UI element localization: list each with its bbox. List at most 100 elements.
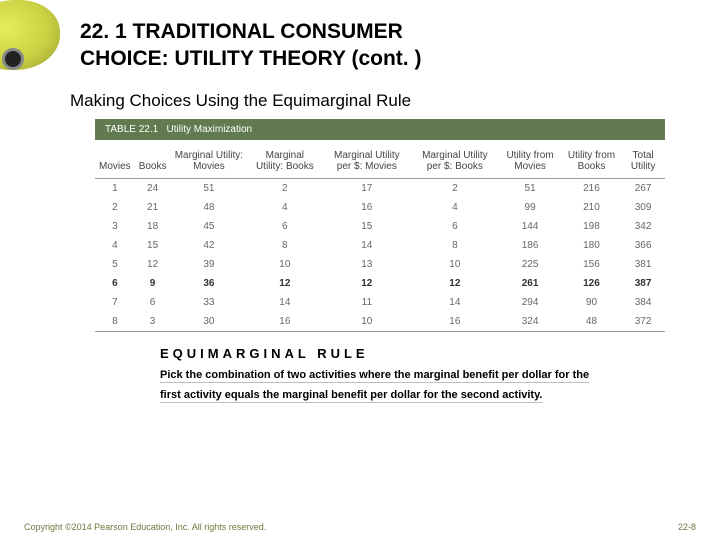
table-cell: 11 [322, 293, 411, 312]
table-cell: 261 [498, 274, 561, 293]
table-cell: 10 [411, 255, 498, 274]
table-cell: 15 [322, 217, 411, 236]
table-cell: 14 [322, 236, 411, 255]
table-cell: 381 [621, 255, 665, 274]
table-cell: 90 [562, 293, 621, 312]
table-cell: 372 [621, 312, 665, 332]
page-number: 22-8 [678, 522, 696, 532]
table-cell: 13 [322, 255, 411, 274]
table-cell: 12 [411, 274, 498, 293]
table-cell: 3 [95, 217, 135, 236]
table-cell: 126 [562, 274, 621, 293]
table-row: 318456156144198342 [95, 217, 665, 236]
table-cell: 48 [562, 312, 621, 332]
table-cell: 198 [562, 217, 621, 236]
table-cell: 48 [170, 198, 247, 217]
table-cell: 294 [498, 293, 561, 312]
table-row: 22148416499210309 [95, 198, 665, 217]
table-cell: 309 [621, 198, 665, 217]
table-cell: 39 [170, 255, 247, 274]
table-cell: 24 [135, 178, 171, 198]
table-cell: 216 [562, 178, 621, 198]
col-mu-movies: Marginal Utility: Movies [170, 140, 247, 179]
table-cell: 4 [411, 198, 498, 217]
table-cell: 51 [498, 178, 561, 198]
table-banner-prefix: TABLE 22.1 [105, 124, 158, 135]
table-cell: 7 [95, 293, 135, 312]
table-cell: 267 [621, 178, 665, 198]
table-cell: 324 [498, 312, 561, 332]
utility-table-container: TABLE 22.1 Utility Maximization Movies B… [0, 119, 720, 332]
table-cell: 6 [247, 217, 322, 236]
table-cell: 14 [247, 293, 322, 312]
table-cell: 14 [411, 293, 498, 312]
table-cell: 16 [322, 198, 411, 217]
rule-text: Pick the combination of two activities w… [160, 365, 610, 407]
table-cell: 144 [498, 217, 561, 236]
utility-table: Movies Books Marginal Utility: Movies Ma… [95, 140, 665, 332]
col-total-util: Total Utility [621, 140, 665, 179]
col-util-movies: Utility from Movies [498, 140, 561, 179]
table-cell: 51 [170, 178, 247, 198]
table-cell: 16 [247, 312, 322, 332]
table-header-row: Movies Books Marginal Utility: Movies Ma… [95, 140, 665, 179]
table-cell: 8 [247, 236, 322, 255]
table-banner-title: Utility Maximization [167, 124, 253, 135]
table-row: 51239101310225156381 [95, 255, 665, 274]
table-cell: 10 [322, 312, 411, 332]
table-cell: 10 [247, 255, 322, 274]
table-cell: 15 [135, 236, 171, 255]
table-cell: 2 [411, 178, 498, 198]
table-row: 833016101632448372 [95, 312, 665, 332]
table-row: 6936121212261126387 [95, 274, 665, 293]
table-cell: 45 [170, 217, 247, 236]
table-cell: 30 [170, 312, 247, 332]
col-mu-books: Marginal Utility: Books [247, 140, 322, 179]
table-cell: 387 [621, 274, 665, 293]
section-subtitle: Making Choices Using the Equimarginal Ru… [0, 83, 720, 119]
table-cell: 384 [621, 293, 665, 312]
table-cell: 36 [170, 274, 247, 293]
table-row: 763314111429490384 [95, 293, 665, 312]
table-cell: 186 [498, 236, 561, 255]
rule-heading: EQUIMARGINAL RULE [160, 346, 610, 365]
table-cell: 2 [247, 178, 322, 198]
decorative-car-wheel [2, 48, 24, 70]
table-cell: 6 [95, 274, 135, 293]
table-cell: 156 [562, 255, 621, 274]
table-cell: 210 [562, 198, 621, 217]
table-cell: 180 [562, 236, 621, 255]
equimarginal-rule-box: EQUIMARGINAL RULE Pick the combination o… [160, 346, 610, 407]
col-movies: Movies [95, 140, 135, 179]
slide-header: 22. 1 TRADITIONAL CONSUMER CHOICE: UTILI… [0, 0, 720, 83]
table-cell: 1 [95, 178, 135, 198]
table-cell: 16 [411, 312, 498, 332]
table-cell: 33 [170, 293, 247, 312]
table-row: 415428148186180366 [95, 236, 665, 255]
table-cell: 366 [621, 236, 665, 255]
table-cell: 42 [170, 236, 247, 255]
table-cell: 2 [95, 198, 135, 217]
table-cell: 17 [322, 178, 411, 198]
table-cell: 18 [135, 217, 171, 236]
table-cell: 8 [411, 236, 498, 255]
col-util-books: Utility from Books [562, 140, 621, 179]
title-line-1: 22. 1 TRADITIONAL CONSUMER [80, 20, 403, 43]
table-cell: 99 [498, 198, 561, 217]
table-cell: 12 [322, 274, 411, 293]
slide-footer: Copyright ©2014 Pearson Education, Inc. … [0, 522, 720, 532]
table-cell: 3 [135, 312, 171, 332]
table-cell: 342 [621, 217, 665, 236]
page-title: 22. 1 TRADITIONAL CONSUMER CHOICE: UTILI… [80, 18, 690, 73]
table-cell: 4 [247, 198, 322, 217]
table-banner: TABLE 22.1 Utility Maximization [95, 119, 665, 140]
table-body: 1245121725121626722148416499210309318456… [95, 178, 665, 331]
col-books: Books [135, 140, 171, 179]
table-cell: 12 [247, 274, 322, 293]
table-cell: 6 [135, 293, 171, 312]
table-cell: 4 [95, 236, 135, 255]
table-cell: 8 [95, 312, 135, 332]
title-line-2: CHOICE: UTILITY THEORY (cont. ) [80, 47, 421, 70]
table-cell: 21 [135, 198, 171, 217]
table-cell: 6 [411, 217, 498, 236]
